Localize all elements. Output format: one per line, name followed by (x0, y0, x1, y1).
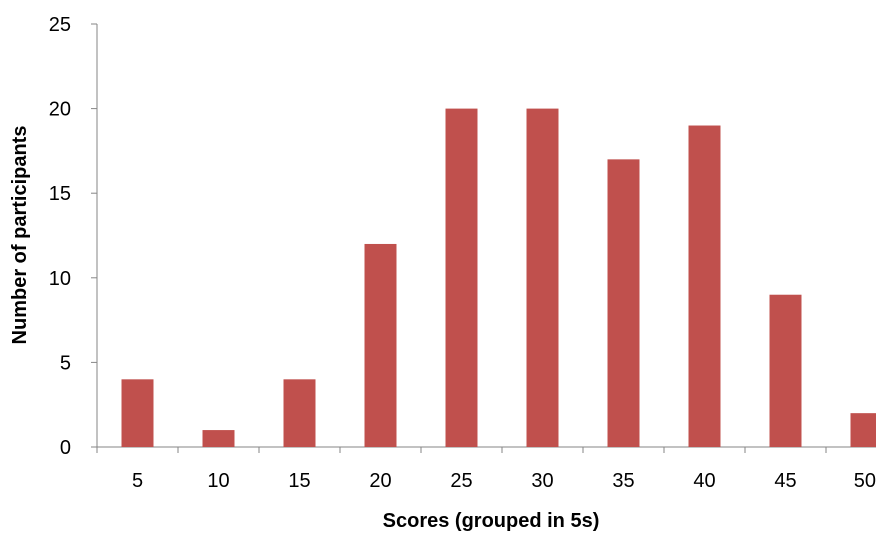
x-tick-labels: 5 10 15 20 25 30 35 40 45 50 (132, 470, 876, 492)
x-tick-label: 20 (369, 470, 391, 492)
x-tick-label: 5 (132, 470, 143, 492)
y-tick-label: 15 (49, 183, 71, 205)
bars (121, 108, 876, 448)
y-tick-label: 10 (49, 268, 71, 290)
y-tick-labels: 0 5 10 15 20 25 (49, 14, 71, 459)
bar-50 (850, 413, 876, 447)
x-tick-label: 10 (207, 470, 229, 492)
y-tick-label: 20 (49, 99, 71, 121)
x-tick-label: 15 (288, 470, 310, 492)
bar-45 (769, 294, 802, 447)
bar-5 (121, 379, 154, 447)
y-tick-label: 25 (49, 14, 71, 36)
bar-35 (607, 159, 640, 448)
bar-15 (283, 379, 316, 447)
x-tick-label: 45 (774, 470, 796, 492)
bar-20 (364, 243, 397, 447)
y-tick-label: 5 (60, 352, 71, 374)
x-tick-label: 25 (450, 470, 472, 492)
bar-25 (445, 108, 478, 447)
x-tick-label: 50 (854, 470, 876, 492)
bar-10 (202, 430, 235, 447)
x-tick-label: 35 (612, 470, 634, 492)
bar-40 (688, 125, 721, 448)
y-axis (91, 23, 98, 448)
x-tick-label: 40 (693, 470, 715, 492)
x-tick-label: 30 (531, 470, 553, 492)
y-tick-label: 0 (60, 437, 71, 459)
bar-30 (526, 108, 559, 447)
x-axis (96, 446, 876, 453)
x-axis-title: Scores (grouped in 5s) (383, 510, 600, 532)
y-axis-title: Number of participants (9, 126, 31, 345)
